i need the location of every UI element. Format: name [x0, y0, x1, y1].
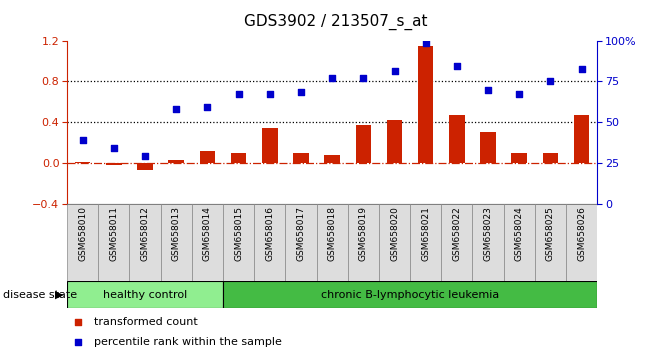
- Point: [72, 340, 83, 346]
- Bar: [98, 204, 130, 281]
- Point: [171, 106, 182, 112]
- Point: [202, 104, 213, 110]
- Point: [327, 75, 338, 81]
- Bar: [262, 128, 278, 163]
- Bar: [200, 151, 215, 163]
- Bar: [138, 163, 153, 170]
- Text: GSM658018: GSM658018: [327, 206, 337, 261]
- Bar: [449, 115, 464, 163]
- Bar: [67, 281, 223, 308]
- Bar: [324, 155, 340, 163]
- Bar: [348, 204, 379, 281]
- Bar: [223, 281, 597, 308]
- Text: GSM658014: GSM658014: [203, 206, 212, 261]
- Text: GSM658019: GSM658019: [359, 206, 368, 261]
- Point: [77, 138, 88, 143]
- Point: [72, 319, 83, 325]
- Point: [234, 91, 244, 96]
- Bar: [168, 160, 184, 163]
- Point: [545, 79, 556, 84]
- Bar: [566, 204, 597, 281]
- Bar: [106, 163, 121, 165]
- Text: percentile rank within the sample: percentile rank within the sample: [94, 337, 281, 348]
- Text: GSM658022: GSM658022: [452, 206, 462, 261]
- Text: transformed count: transformed count: [94, 317, 197, 327]
- Bar: [356, 125, 371, 163]
- Bar: [379, 204, 410, 281]
- Text: GDS3902 / 213507_s_at: GDS3902 / 213507_s_at: [244, 14, 427, 30]
- Text: GSM658024: GSM658024: [515, 206, 524, 261]
- Point: [296, 89, 307, 95]
- Point: [140, 153, 150, 159]
- Point: [264, 91, 275, 96]
- Bar: [254, 204, 285, 281]
- Text: GSM658012: GSM658012: [140, 206, 150, 261]
- Bar: [410, 204, 442, 281]
- Bar: [285, 204, 317, 281]
- Text: ▶: ▶: [55, 290, 64, 300]
- Bar: [511, 153, 527, 163]
- Point: [576, 67, 587, 72]
- Bar: [574, 115, 589, 163]
- Text: GSM658026: GSM658026: [577, 206, 586, 261]
- Bar: [75, 162, 91, 163]
- Bar: [67, 204, 98, 281]
- Bar: [130, 204, 160, 281]
- Point: [109, 145, 119, 150]
- Bar: [386, 120, 403, 163]
- Bar: [231, 153, 246, 163]
- Point: [389, 68, 400, 74]
- Text: GSM658016: GSM658016: [265, 206, 274, 261]
- Text: disease state: disease state: [3, 290, 77, 300]
- Point: [514, 91, 525, 96]
- Text: GSM658013: GSM658013: [172, 206, 180, 261]
- Point: [482, 87, 493, 92]
- Point: [452, 63, 462, 69]
- Bar: [543, 153, 558, 163]
- Text: GSM658015: GSM658015: [234, 206, 243, 261]
- Bar: [317, 204, 348, 281]
- Text: GSM658021: GSM658021: [421, 206, 430, 261]
- Bar: [480, 132, 496, 163]
- Text: GSM658011: GSM658011: [109, 206, 118, 261]
- Text: GSM658017: GSM658017: [297, 206, 305, 261]
- Bar: [160, 204, 192, 281]
- Text: GSM658020: GSM658020: [390, 206, 399, 261]
- Bar: [418, 46, 433, 163]
- Bar: [192, 204, 223, 281]
- Bar: [442, 204, 472, 281]
- Bar: [504, 204, 535, 281]
- Text: GSM658025: GSM658025: [546, 206, 555, 261]
- Point: [420, 40, 431, 46]
- Text: chronic B-lymphocytic leukemia: chronic B-lymphocytic leukemia: [321, 290, 499, 300]
- Bar: [472, 204, 504, 281]
- Text: GSM658010: GSM658010: [79, 206, 87, 261]
- Text: healthy control: healthy control: [103, 290, 187, 300]
- Bar: [223, 204, 254, 281]
- Point: [358, 75, 368, 81]
- Bar: [535, 204, 566, 281]
- Text: GSM658023: GSM658023: [484, 206, 493, 261]
- Bar: [293, 153, 309, 163]
